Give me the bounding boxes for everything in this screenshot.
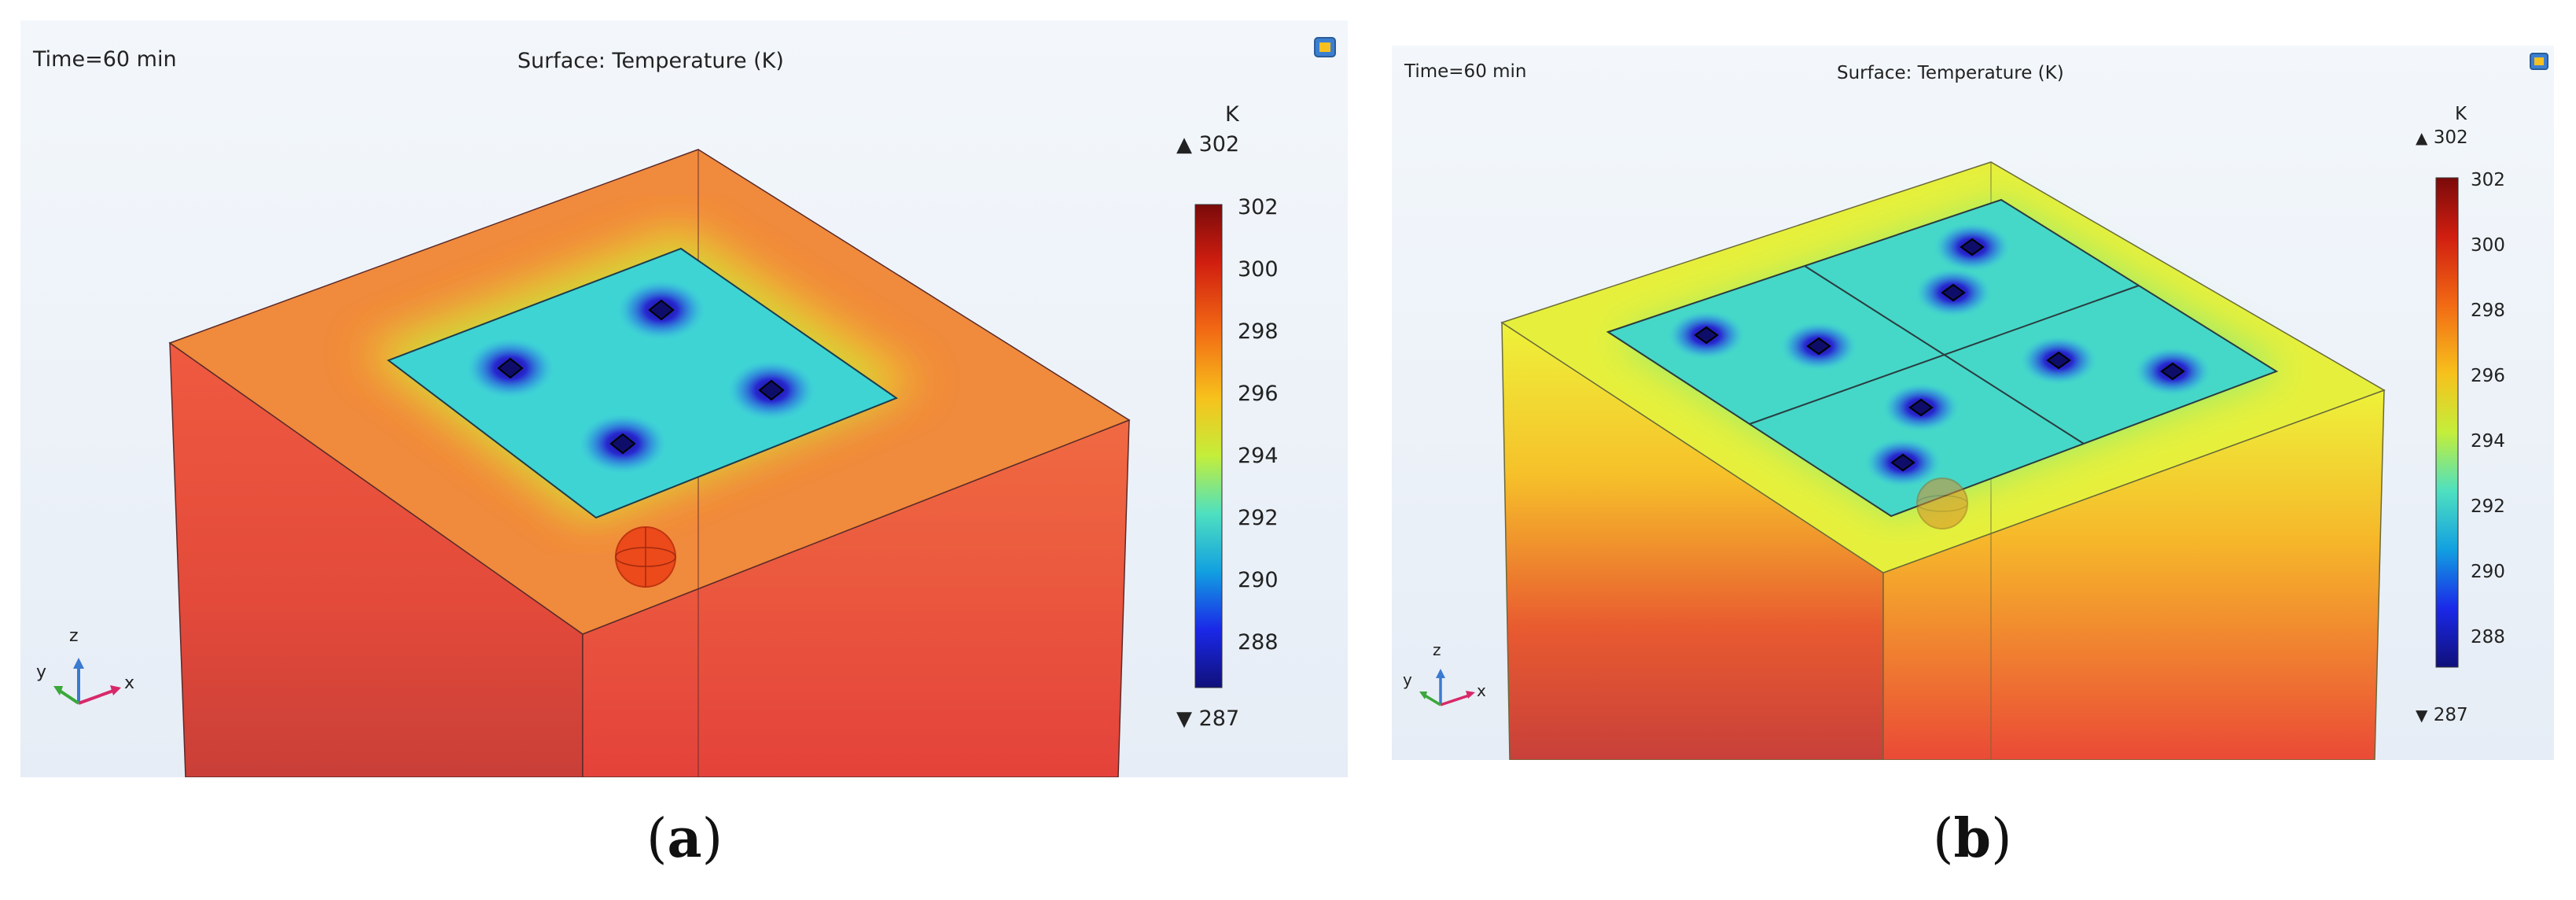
colorbar-tick: 290 [1238, 568, 1279, 592]
colorbar-tick: 292 [2471, 496, 2505, 517]
colorbar-tick: 288 [2471, 627, 2505, 647]
colorbar-a [1194, 204, 1223, 688]
plot-title: Surface: Temperature (K) [517, 49, 784, 73]
min-value: ▼ 287 [2416, 705, 2468, 725]
temperature-surface-plot-a [20, 20, 1348, 777]
max-value: ▲ 302 [2416, 127, 2468, 148]
colorbar-tick: 302 [2471, 170, 2505, 190]
colorbar-tick: 292 [1238, 506, 1279, 530]
max-value: ▲ 302 [1176, 132, 1240, 157]
colorbar-tick: 296 [2471, 366, 2505, 386]
colorbar-tick: 294 [1238, 444, 1279, 468]
colorbar-tick: 300 [1238, 257, 1279, 282]
triangle-down-icon: ▼ [2416, 706, 2428, 725]
plot-panel-a: Time=60 min Surface: Temperature (K) K ▲… [20, 20, 1348, 777]
colorbar-tick: 288 [1238, 630, 1279, 655]
colorbar-tick: 302 [1238, 195, 1279, 219]
probe-sphere-b [1916, 478, 1968, 529]
colorbar-tick: 300 [2471, 235, 2505, 256]
colorbar-unit: K [1225, 102, 1239, 127]
triangle-up-icon: ▲ [2416, 128, 2428, 147]
axis-label-z: z [1433, 640, 1441, 659]
axis-label-x: x [124, 673, 135, 693]
axis-label-x: x [1477, 681, 1486, 700]
temperature-surface-plot-b [1392, 46, 2554, 760]
caption-a: (a) [646, 807, 723, 870]
plot-panel-b: Time=60 min Surface: Temperature (K) K ▲… [1392, 46, 2554, 760]
colorbar-unit: K [2455, 104, 2467, 124]
axis-label-y: y [36, 662, 47, 682]
axis-label-y: y [1403, 670, 1412, 689]
cold-spots-b [1667, 222, 2212, 488]
image-icon[interactable] [2530, 53, 2548, 70]
probe-sphere-a [615, 526, 676, 588]
image-icon[interactable] [1314, 37, 1336, 57]
colorbar-tick: 296 [1238, 382, 1279, 406]
axis-triad-icon [53, 658, 121, 705]
cold-spots-a [465, 278, 817, 475]
colorbar-b [2435, 177, 2459, 668]
time-label: Time=60 min [33, 47, 177, 72]
axis-triad-icon [1419, 669, 1475, 706]
min-value: ▼ 287 [1176, 706, 1240, 731]
caption-b: (b) [1933, 807, 2012, 870]
colorbar-tick: 294 [2471, 431, 2505, 452]
colorbar-tick: 298 [2471, 301, 2505, 321]
axis-label-z: z [69, 626, 79, 646]
triangle-up-icon: ▲ [1176, 133, 1192, 157]
time-label: Time=60 min [1404, 61, 1527, 82]
colorbar-tick: 290 [2471, 562, 2505, 582]
triangle-down-icon: ▼ [1176, 707, 1192, 731]
colorbar-tick: 298 [1238, 319, 1279, 344]
plot-title: Surface: Temperature (K) [1837, 63, 2064, 83]
